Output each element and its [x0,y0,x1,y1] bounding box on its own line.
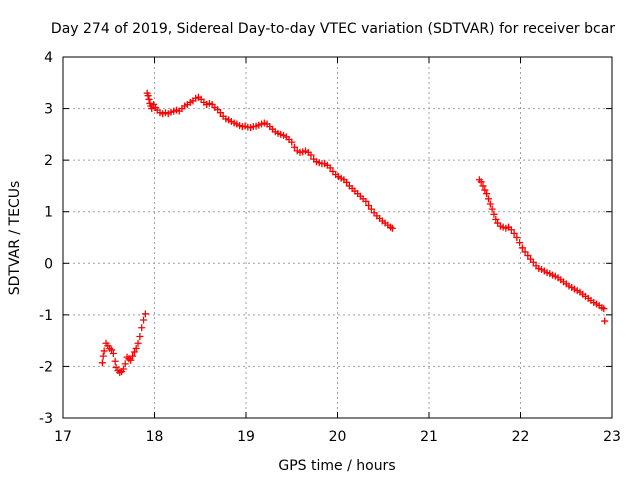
data-point [388,224,396,232]
data-point [121,360,129,368]
data-point [145,95,153,103]
data-point [99,352,107,360]
data-point [601,317,609,325]
y-tick-label: -1 [39,308,53,324]
data-point [510,229,518,237]
x-tick-label: 23 [603,429,621,445]
data-point [140,316,148,324]
data-point [130,348,138,356]
x-tick-label: 17 [54,429,72,445]
data-point [483,190,491,198]
data-point [481,186,489,194]
y-tick-label: -2 [39,359,53,375]
data-point [484,195,492,203]
data-point [307,151,315,159]
x-tick-label: 18 [146,429,164,445]
y-tick-label: 3 [44,102,53,118]
data-point [492,215,500,223]
data-points [98,89,609,377]
data-point [507,226,515,234]
data-point [138,324,146,332]
data-point [134,339,142,347]
data-point [141,310,149,318]
y-tick-label: -3 [39,411,53,427]
y-tick-label: 4 [44,50,53,66]
data-point [518,244,526,252]
y-tick-label: 0 [44,256,53,272]
x-tick-label: 22 [512,429,530,445]
data-point [326,164,334,172]
data-point [367,205,375,213]
data-point [529,258,537,266]
y-tick-label: 1 [44,205,53,221]
data-point [513,234,521,241]
x-axis-label: GPS time / hours [278,458,395,474]
data-point [111,357,119,365]
data-point [216,109,224,117]
data-point [477,178,485,186]
data-point [488,205,496,213]
data-point [119,365,127,373]
x-tick-label: 19 [237,429,255,445]
data-point [479,182,487,190]
chart-title: Day 274 of 2019, Sidereal Day-to-day VTE… [51,21,615,37]
data-point [288,138,296,146]
y-tick-label: 2 [44,153,53,169]
data-point [107,346,115,354]
data-point [127,356,135,364]
data-point [144,92,152,100]
y-axis-label: SDTVAR / TECUs [7,181,23,296]
data-point [516,239,524,247]
data-point [136,333,144,341]
data-point [600,305,608,313]
x-tick-label: 20 [329,429,347,445]
plot-frame [62,56,613,419]
data-point [132,344,140,352]
data-point [290,143,298,151]
data-point [109,350,117,358]
data-point [98,359,106,367]
data-point [521,248,529,256]
data-point [524,252,532,260]
data-point [129,352,137,360]
data-point [362,197,370,205]
data-point [100,347,108,355]
data-point [365,202,373,210]
data-point [486,200,494,208]
data-point [490,210,498,218]
data-point [148,105,156,113]
data-point [343,178,351,186]
x-tick-label: 21 [420,429,438,445]
